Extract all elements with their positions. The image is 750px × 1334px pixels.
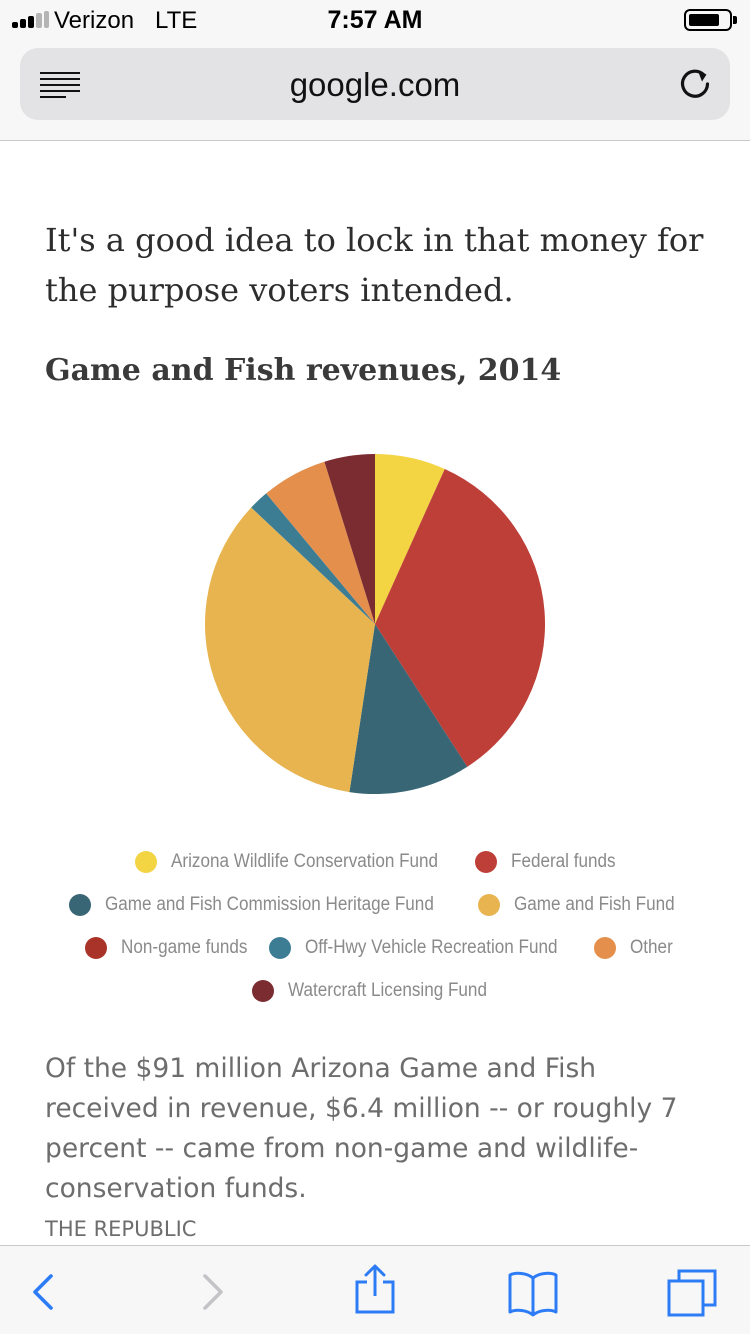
- forward-arrow-icon[interactable]: [184, 1264, 240, 1320]
- legend-swatch: [475, 851, 498, 873]
- legend-label: Non-game funds: [120, 937, 248, 958]
- status-time: 7:57 AM: [327, 6, 423, 34]
- pie-slice-7: [324, 454, 375, 624]
- legend-swatch: [84, 937, 107, 959]
- carrier-name: Verizon: [54, 7, 135, 34]
- signal-strength-icon: [12, 11, 49, 28]
- tabs-button[interactable]: [664, 1264, 720, 1320]
- tabs-icon[interactable]: [664, 1264, 720, 1320]
- pie-slice-5: [251, 493, 375, 624]
- legend-label: Arizona Wildlife Conservation Fund: [170, 851, 438, 872]
- url-text[interactable]: google.com: [289, 66, 461, 103]
- battery-fill: [689, 14, 719, 26]
- legend-item: Watercraft Licensing Fund: [252, 980, 497, 1002]
- source-credit: THE REPUBLIC: [45, 1217, 197, 1241]
- legend-label: Other: [629, 937, 673, 958]
- chart-title: Game and Fish revenues, 2014: [45, 353, 562, 388]
- pie-slice-1: [375, 468, 545, 767]
- legend-item: Non-game funds: [84, 937, 249, 959]
- back-arrow-icon[interactable]: [16, 1264, 72, 1320]
- pie-slice-3: [205, 507, 375, 793]
- legend-swatch: [252, 980, 275, 1002]
- browser-toolbar: [0, 1245, 750, 1334]
- browser-nav-bar: google.com: [0, 40, 750, 141]
- pie-chart: [205, 454, 545, 794]
- legend-label: Game and Fish Commission Heritage Fund: [105, 894, 434, 915]
- legend-swatch: [69, 894, 92, 916]
- battery-icon: [684, 9, 737, 31]
- forward-button[interactable]: [184, 1264, 240, 1320]
- legend-item: Federal funds: [475, 851, 616, 873]
- body-paragraph: Of the $91 million Arizona Game and Fish…: [45, 1053, 678, 1204]
- legend-item: Off-Hwy Vehicle Recreation Fund: [269, 937, 574, 959]
- reader-view-icon[interactable]: [40, 72, 80, 98]
- network-type: LTE: [155, 7, 198, 34]
- legend-swatch: [478, 894, 501, 916]
- article-content: It's a good idea to lock in that money f…: [0, 141, 750, 1245]
- pie-slice-6: [266, 461, 375, 624]
- legend-swatch: [134, 851, 157, 873]
- legend-item: Arizona Wildlife Conservation Fund: [134, 851, 456, 873]
- legend-label: Off-Hwy Vehicle Recreation Fund: [305, 937, 558, 958]
- bookmarks-button[interactable]: [505, 1264, 561, 1320]
- address-bar[interactable]: google.com: [20, 48, 730, 120]
- legend-item: Game and Fish Fund: [478, 894, 680, 916]
- back-button[interactable]: [16, 1264, 72, 1320]
- legend-label: Game and Fish Fund: [514, 894, 676, 915]
- pie-slice-2: [349, 624, 468, 794]
- legend-swatch: [593, 937, 616, 959]
- lead-paragraph: It's a good idea to lock in that money f…: [45, 221, 704, 309]
- status-bar: Verizon LTE 7:57 AM: [0, 0, 750, 40]
- legend-item: Game and Fish Commission Heritage Fund: [69, 894, 458, 916]
- legend-row: Non-game funds Off-Hwy Vehicle Recreation…: [0, 933, 750, 963]
- legend-row: Watercraft Licensing Fund: [0, 976, 750, 1006]
- pie-slice-0: [375, 454, 445, 624]
- legend-label: Federal funds: [511, 851, 616, 872]
- legend-label: Watercraft Licensing Fund: [288, 980, 488, 1001]
- share-button[interactable]: [347, 1264, 403, 1320]
- reload-icon[interactable]: [677, 66, 713, 102]
- share-icon[interactable]: [347, 1264, 403, 1320]
- legend-item: Other: [593, 937, 673, 959]
- legend-swatch: [269, 937, 292, 959]
- legend-row: Arizona Wildlife Conservation Fund Federa…: [0, 847, 750, 877]
- bookmarks-icon[interactable]: [505, 1264, 561, 1320]
- legend-row: Game and Fish Commission Heritage Fund Ga…: [0, 890, 750, 920]
